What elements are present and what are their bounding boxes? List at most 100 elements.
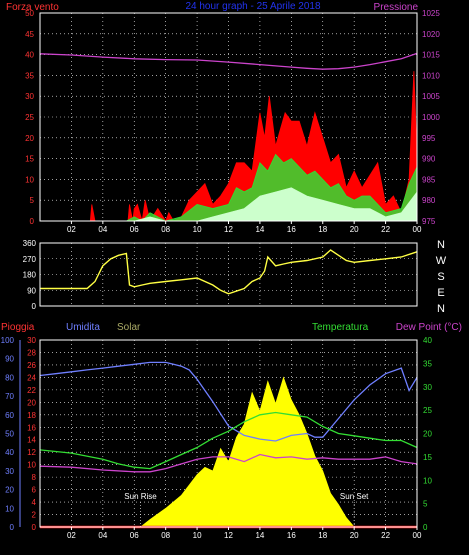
weather-x-tick-label: 20 [350,531,359,540]
weather-x-tick-label: 22 [381,531,390,540]
pressure-y-tick-label: 1025 [422,9,440,18]
humidity-y-tick-label: 100 [1,336,15,345]
pressure-y-tick-label: 1010 [422,71,440,80]
rain-y-tick-label: 22 [27,386,36,395]
wind-y-tick-label: 20 [25,134,34,143]
temperature-y-tick-label: 40 [423,336,432,345]
compass-n-bottom: N [437,303,445,315]
graph-title: 24 hour graph - 25 Aprile 2018 [185,1,321,12]
wind-y-tick-label: 45 [25,30,34,39]
temperature-y-tick-label: 15 [423,453,432,462]
solar-label: Solar [117,322,141,333]
humidity-y-tick-label: 40 [5,448,14,457]
wind-x-tick-label: 20 [350,225,359,234]
weather-x-tick-label: 14 [255,531,264,540]
pressure-y-tick-label: 985 [422,175,436,184]
pressure-axis-title: Pressione [374,2,419,13]
pressure-y-tick-label: 1015 [422,51,440,60]
direction-y-tick-label: 180 [23,271,37,280]
rain-y-tick-label: 28 [27,348,36,357]
pressure-y-tick-label: 980 [422,196,436,205]
rain-y-tick-label: 2 [32,511,37,520]
weather-x-tick-label: 04 [98,531,107,540]
wind-x-tick-label: 12 [224,225,233,234]
wind-y-tick-label: 25 [25,113,34,122]
wind-x-tick-label: 10 [193,225,202,234]
humidity-y-tick-label: 30 [5,467,14,476]
compass-n-top: N [437,239,445,251]
pressure-y-tick-label: 975 [422,217,436,226]
weather-x-tick-label: 06 [130,531,139,540]
weather-panel: 0102030405060708090100024681012141618202… [1,336,433,540]
humidity-y-tick-label: 20 [5,486,14,495]
rain-y-tick-label: 4 [32,498,37,507]
sunset-label: Sun Set [340,492,369,501]
temperature-y-tick-label: 30 [423,383,432,392]
compass-w: W [436,255,447,267]
wind-y-tick-label: 40 [25,51,34,60]
temperature-y-tick-label: 35 [423,359,432,368]
rain-y-tick-label: 12 [27,448,36,457]
rain-y-tick-label: 20 [27,398,36,407]
rain-y-tick-label: 10 [27,461,36,470]
rain-y-tick-label: 14 [27,436,36,445]
humidity-label: Umidita [66,322,100,333]
wind-y-tick-label: 50 [25,9,34,18]
temperature-line [39,411,418,470]
temperature-y-tick-label: 10 [423,476,432,485]
wind-x-tick-label: 18 [318,225,327,234]
weather-x-tick-label: 08 [161,531,170,540]
solar-area [40,376,417,528]
humidity-y-tick-label: 60 [5,411,14,420]
compass-s: S [437,271,444,283]
direction-frame [39,242,418,307]
direction-y-tick-label: 360 [23,239,37,248]
wind-x-tick-label: 22 [381,225,390,234]
wind-x-tick-label: 16 [287,225,296,234]
wind-direction-line [40,249,418,295]
temperature-y-tick-label: 20 [423,430,432,439]
direction-y-tick-label: 0 [32,302,37,311]
wind-x-tick-label: 04 [98,225,107,234]
rain-y-tick-label: 6 [32,486,37,495]
wind-direction-panel: 0 90 180 270 360 [23,239,418,311]
humidity-y-tick-label: 70 [5,392,14,401]
pressure-y-tick-label: 1020 [422,30,440,39]
wind-x-tick-label: 02 [67,225,76,234]
weather-x-tick-label: 18 [318,531,327,540]
rain-y-tick-label: 24 [27,373,36,382]
rain-y-tick-label: 8 [32,473,37,482]
temperature-y-tick-label: 0 [423,523,428,532]
pressure-y-tick-label: 1000 [422,113,440,122]
wind-y-tick-label: 35 [25,71,34,80]
wind-y-tick-label: 0 [30,217,35,226]
wind-x-tick-label: 06 [130,225,139,234]
humidity-y-tick-label: 10 [5,504,14,513]
pressure-y-tick-label: 995 [422,134,436,143]
wind-y-tick-label: 15 [25,155,34,164]
rain-y-tick-label: 30 [27,336,36,345]
pressure-y-tick-label: 990 [422,155,436,164]
rain-y-tick-label: 18 [27,411,36,420]
sunrise-label: Sun Rise [124,492,157,501]
weather-x-tick-label: 00 [413,531,422,540]
humidity-y-tick-label: 80 [5,373,14,382]
wind-pressure-panel: 0510152025303540455097598098599099510001… [25,9,440,234]
pressure-y-tick-label: 1005 [422,92,440,101]
wind-y-tick-label: 10 [25,175,34,184]
humidity-y-tick-label: 50 [5,430,14,439]
temperature-label: Temperatura [312,322,369,333]
dew-point-line [39,453,418,473]
dew-point-label: Dew Point (°C) [396,322,462,333]
rain-y-tick-label: 16 [27,423,36,432]
compass-e: E [437,287,444,299]
wind-y-tick-label: 30 [25,92,34,101]
wind-axis-title: Forza vento [6,2,59,13]
wind-x-tick-label: 00 [413,225,422,234]
weather-x-tick-label: 12 [224,531,233,540]
humidity-line [39,361,418,442]
rain-y-tick-label: 26 [27,361,36,370]
weather-x-tick-label: 16 [287,531,296,540]
weather-x-tick-label: 02 [67,531,76,540]
